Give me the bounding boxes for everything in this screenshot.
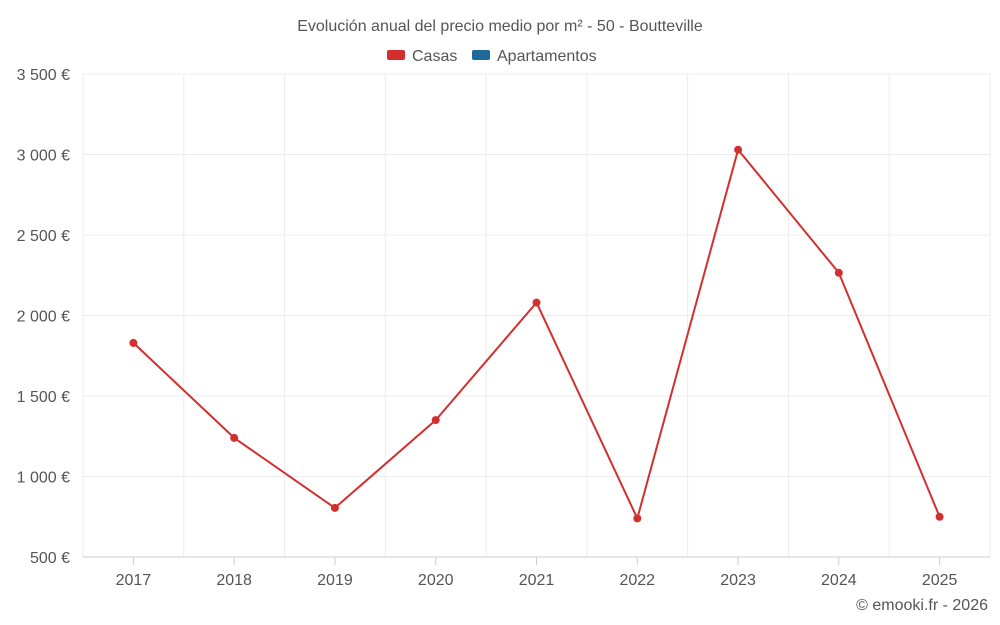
credit-text: © emooki.fr - 2026 bbox=[856, 597, 988, 614]
y-tick-label: 1 500 € bbox=[17, 389, 70, 406]
data-point[interactable] bbox=[633, 514, 642, 523]
x-tick-label: 2017 bbox=[116, 572, 152, 589]
data-point[interactable] bbox=[734, 145, 743, 154]
x-tick-label: 2018 bbox=[216, 572, 252, 589]
x-tick-label: 2019 bbox=[317, 572, 353, 589]
y-tick-label: 3 000 € bbox=[17, 148, 70, 165]
x-tick-label: 2020 bbox=[418, 572, 454, 589]
legend-swatch-casas bbox=[387, 50, 405, 60]
legend-label-casas: Casas bbox=[412, 48, 457, 65]
legend-label-apartamentos: Apartamentos bbox=[497, 48, 597, 65]
x-tick-label: 2021 bbox=[519, 572, 555, 589]
legend-item-casas[interactable]: Casas bbox=[387, 48, 457, 65]
data-point[interactable] bbox=[935, 512, 944, 521]
x-axis-ticks: 2017 2018 2019 2020 2021 2022 2023 2024 2025 bbox=[116, 557, 958, 589]
y-tick-label: 3 500 € bbox=[17, 67, 70, 84]
legend-item-apartamentos[interactable]: Apartamentos bbox=[472, 48, 597, 65]
x-tick-label: 2025 bbox=[922, 572, 958, 589]
data-point[interactable] bbox=[834, 268, 843, 277]
x-tick-label: 2023 bbox=[720, 572, 756, 589]
legend: Casas Apartamentos bbox=[387, 48, 597, 65]
series-line-casas bbox=[132, 148, 941, 520]
data-point[interactable] bbox=[230, 433, 239, 442]
y-tick-label: 2 500 € bbox=[17, 228, 70, 245]
x-gridlines bbox=[82, 74, 991, 557]
data-point[interactable] bbox=[431, 416, 440, 425]
y-tick-label: 2 000 € bbox=[17, 309, 70, 326]
data-point[interactable] bbox=[330, 503, 339, 512]
x-tick-label: 2022 bbox=[619, 572, 655, 589]
y-axis-ticks: 500 € 1 000 € 1 500 € 2 000 € 2 500 € 3 000 €… bbox=[17, 67, 70, 567]
data-point[interactable] bbox=[532, 298, 541, 307]
chart-title: Evolución anual del precio medio por m² … bbox=[297, 18, 703, 35]
series-layer bbox=[129, 145, 944, 523]
legend-swatch-apartamentos bbox=[472, 50, 490, 60]
y-tick-label: 500 € bbox=[30, 550, 70, 567]
data-point[interactable] bbox=[129, 338, 138, 347]
y-gridlines bbox=[83, 73, 990, 477]
x-tick-label: 2024 bbox=[821, 572, 857, 589]
y-tick-label: 1 000 € bbox=[17, 470, 70, 487]
